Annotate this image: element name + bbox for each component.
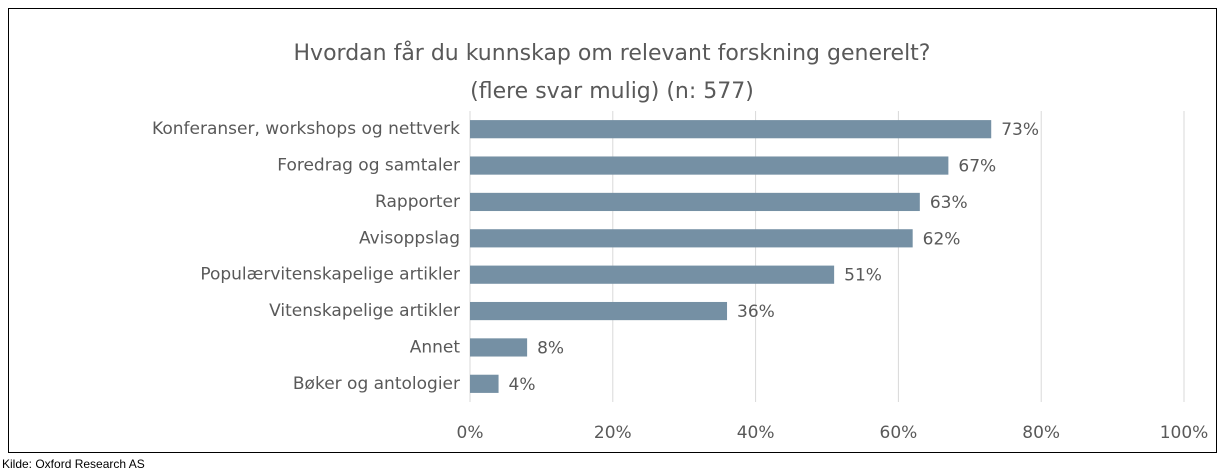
data-label: 67% (958, 157, 996, 177)
y-tick-label: Konferanser, workshops og nettverk (152, 119, 460, 139)
x-tick-label: 100% (1160, 423, 1209, 443)
y-tick-label: Foredrag og samtaler (277, 156, 460, 176)
data-label: 8% (537, 338, 564, 358)
bar (470, 229, 913, 248)
bar (470, 265, 835, 284)
y-tick-label: Vitenskapelige artikler (269, 301, 460, 321)
x-tick-label: 20% (594, 423, 632, 443)
y-tick-label: Bøker og antologier (293, 374, 460, 394)
data-label: 51% (844, 266, 882, 286)
x-tick-label: 60% (880, 423, 918, 443)
y-tick-label: Populærvitenskapelige artikler (200, 265, 460, 285)
data-label: 4% (509, 375, 536, 395)
chart-subtitle: (flere svar mulig) (n: 577) (470, 79, 754, 104)
source-note: Kilde: Oxford Research AS (2, 457, 145, 471)
bar (470, 156, 949, 175)
data-label: 36% (737, 302, 775, 322)
x-tick-label: 40% (737, 423, 775, 443)
data-label: 63% (930, 193, 968, 213)
bar (470, 192, 920, 212)
data-label: 62% (923, 229, 961, 249)
y-tick-label: Avisoppslag (359, 228, 460, 248)
bar (470, 374, 499, 393)
x-tick-label: 80% (1022, 423, 1060, 443)
y-tick-label: Annet (410, 337, 461, 357)
bar (470, 301, 728, 321)
bar (470, 120, 992, 139)
data-label: 73% (1001, 120, 1039, 140)
bar (470, 338, 528, 357)
chart-title: Hvordan får du kunnskap om relevant fors… (294, 40, 931, 66)
y-tick-label: Rapporter (375, 192, 460, 212)
x-tick-label: 0% (457, 423, 484, 443)
